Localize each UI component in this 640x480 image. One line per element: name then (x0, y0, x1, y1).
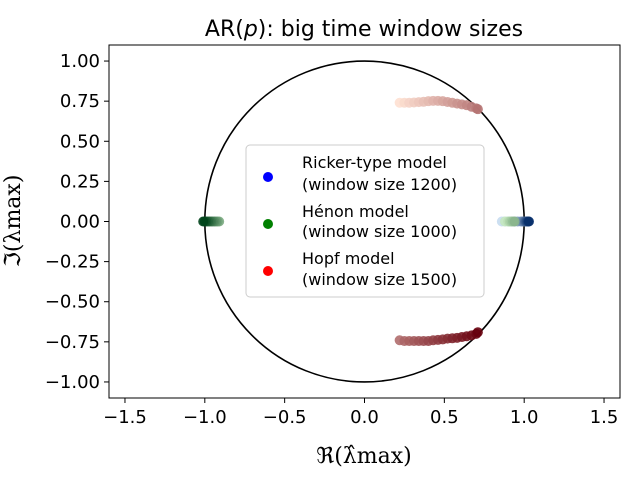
legend: Ricker-type model (window size 1200) Hén… (245, 144, 485, 298)
legend-marker-henon (263, 219, 273, 229)
x-tick-label: 0.5 (430, 407, 459, 428)
y-axis-label: ℑ(λmax) (1, 175, 26, 268)
y-tick-label: −0.75 (45, 332, 100, 353)
data-point (472, 104, 483, 115)
y-tick-label: 0.00 (60, 212, 100, 233)
x-tick-label: −1.5 (103, 407, 147, 428)
x-tick-label: 0.0 (350, 407, 379, 428)
legend-label-ricker: Ricker-type model (302, 153, 447, 172)
data-point (198, 216, 209, 227)
legend-marker-ricker (263, 172, 273, 182)
y-tick-label: 0.25 (60, 171, 100, 192)
y-tick-label: −0.25 (45, 252, 100, 273)
x-tick-label: −1.0 (183, 407, 227, 428)
points-layer (198, 95, 534, 347)
legend-marker-hopf (263, 266, 273, 276)
y-tick-label: 1.00 (60, 51, 100, 72)
data-point (472, 327, 483, 338)
y-tick-label: 0.75 (60, 91, 100, 112)
y-tick-label: 0.50 (60, 131, 100, 152)
legend-label-hopf: Hopf model (302, 249, 395, 268)
y-axis: 1.00 0.75 0.50 0.25 0.00 −0.25 −0.50 −0.75 −1.00 (45, 51, 109, 393)
data-point (523, 216, 534, 227)
legend-sublabel-hopf: (window size 1500) (302, 270, 457, 289)
legend-sublabel-henon: (window size 1000) (302, 222, 457, 241)
chart-title: AR(p): big time window sizes (205, 17, 523, 42)
x-tick-label: 1.5 (590, 407, 619, 428)
x-axis-label: ℜ(λ̂max) (316, 444, 411, 469)
x-tick-label: 1.0 (510, 407, 539, 428)
y-tick-label: −1.00 (45, 372, 100, 393)
legend-box (245, 144, 485, 298)
data-point (509, 216, 520, 227)
x-tick-label: −0.5 (263, 407, 307, 428)
x-axis: −1.5 −1.0 −0.5 0.0 0.5 1.0 1.5 (103, 398, 618, 428)
legend-label-henon: Hénon model (302, 202, 409, 221)
y-tick-label: −0.50 (45, 292, 100, 313)
legend-sublabel-ricker: (window size 1200) (302, 175, 457, 194)
